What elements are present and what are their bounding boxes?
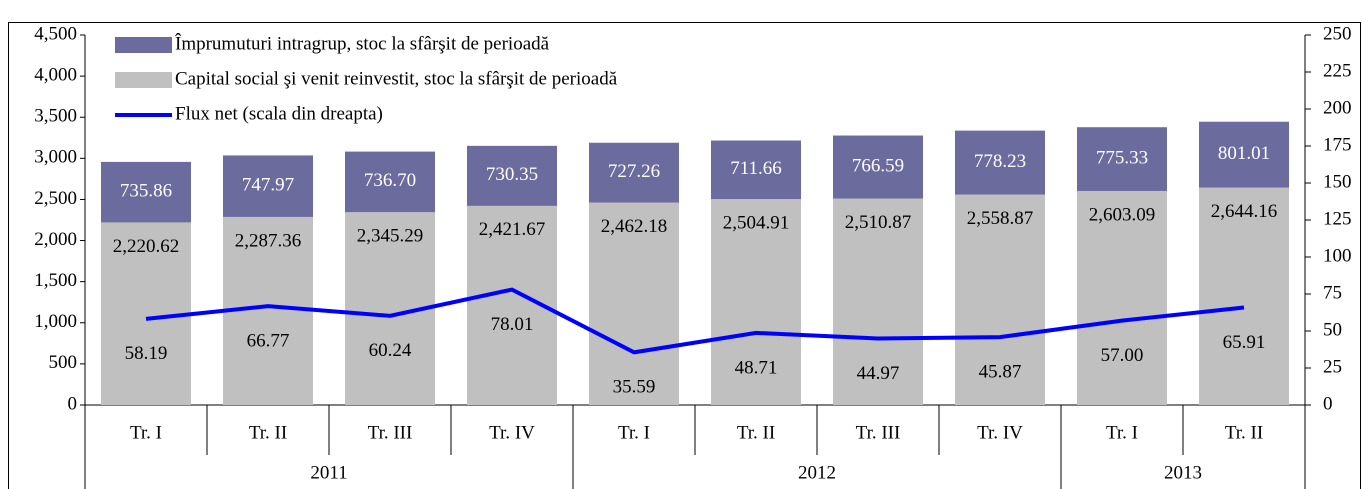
bar-value-label: 730.35 [486,164,538,185]
bar-value-label: 747.97 [242,175,294,196]
line-value-label: 57.00 [1101,345,1144,366]
x-tick-label: Tr. II [737,422,775,443]
x-tick-label: Tr. I [618,422,650,443]
y2-tick-label: 125 [1323,208,1352,229]
bar-value-label: 736.70 [364,170,416,191]
bar-value-label: 2,644.16 [1211,201,1278,222]
y2-tick-label: 250 [1323,23,1352,44]
x-tick-label: Tr. I [1106,422,1138,443]
bar [467,145,557,206]
y2-tick-label: 50 [1323,319,1342,340]
x-tick-label: Tr. II [1225,422,1263,443]
bar [833,135,923,199]
y-tick-label: 500 [49,352,78,373]
bar-value-label: 711.66 [730,158,782,179]
line-value-label: 78.01 [491,314,534,335]
bar [1077,190,1167,405]
y2-tick-label: 225 [1323,60,1352,81]
bar-value-label: 2,504.91 [723,212,790,233]
bar-value-label: 727.26 [608,161,660,182]
bar-value-label: 775.33 [1096,147,1148,168]
y-tick-label: 4,500 [34,23,77,44]
group-label: 2013 [1164,462,1202,483]
y2-tick-label: 200 [1323,97,1352,118]
legend-label: Flux net (scala din dreapta) [175,103,383,124]
bar-value-label: 2,558.87 [967,208,1034,229]
y2-tick-label: 75 [1323,282,1342,303]
y-tick-label: 3,000 [34,147,77,168]
bar [833,198,923,405]
chart-frame [8,22,1361,489]
line [145,287,1245,355]
bar [955,194,1045,405]
line-value-label: 66.77 [247,331,290,352]
line-value-label: 44.97 [857,363,900,384]
x-tick-label: Tr. IV [489,422,535,443]
y2-tick-label: 25 [1323,356,1342,377]
legend-swatch [115,72,172,88]
y-tick-label: 0 [68,393,78,414]
bar-value-label: 766.59 [852,155,904,176]
bar [711,199,801,405]
line-value-label: 65.91 [1223,332,1266,353]
x-tick-label: Tr. III [368,422,413,443]
bar [1199,121,1289,188]
line-value-label: 60.24 [369,340,412,361]
group-label: 2012 [798,462,836,483]
y2-tick-label: 100 [1323,245,1352,266]
bar-value-label: 801.01 [1218,143,1270,164]
y2-tick-label: 175 [1323,134,1352,155]
bar-value-label: 2,603.09 [1089,204,1156,225]
legend-swatch [115,37,172,53]
y2-tick-label: 0 [1323,393,1333,414]
y-tick-label: 2,500 [34,188,77,209]
bar [345,151,435,213]
x-tick-label: Tr. IV [977,422,1023,443]
bar [101,222,191,405]
bar [1199,187,1289,405]
y2-tick-label: 150 [1323,171,1352,192]
line-value-label: 58.19 [125,343,168,364]
y-tick-label: 1,500 [34,270,77,291]
line-value-label: 45.87 [979,361,1022,382]
bar-value-label: 2,462.18 [601,216,668,237]
x-tick-label: Tr. III [856,422,901,443]
line-value-label: 35.59 [613,377,656,398]
bar [589,202,679,405]
bar [589,142,679,203]
y-tick-label: 2,000 [34,229,77,250]
bar-value-label: 735.86 [120,181,172,202]
bar [223,155,313,217]
bar [1077,127,1167,191]
y-tick-label: 1,000 [34,311,77,332]
legend-label: Împrumuturi intragrup, stoc la sfârşit d… [175,32,550,54]
bar [101,161,191,223]
bar [955,130,1045,195]
bar-value-label: 2,287.36 [235,230,302,251]
line-value-label: 48.71 [735,357,778,378]
bar-value-label: 2,220.62 [113,236,180,257]
bar-value-label: 778.23 [974,151,1026,172]
bar-value-label: 2,510.87 [845,212,912,233]
group-label: 2011 [310,462,347,483]
bar-value-label: 2,421.67 [479,219,546,240]
x-tick-label: Tr. II [249,422,287,443]
legend-label: Capital social şi venit reinvestit, stoc… [175,68,618,89]
bar-value-label: 2,345.29 [357,226,424,247]
y-tick-label: 3,500 [34,106,77,127]
y-tick-label: 4,000 [34,64,77,85]
x-tick-label: Tr. I [130,422,162,443]
bar [711,140,801,200]
